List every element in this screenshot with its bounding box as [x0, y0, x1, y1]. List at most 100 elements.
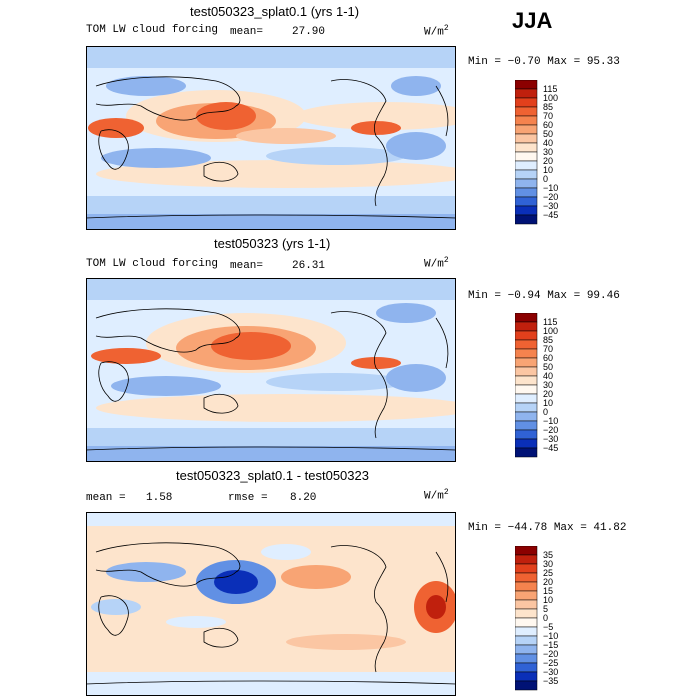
colorbar-swatch: [515, 411, 538, 422]
colorbar-tick-label: 115: [543, 317, 557, 327]
colorbar-tick-label: 115: [543, 84, 557, 94]
colorbar-tick-label: −45: [543, 443, 558, 453]
colorbar-swatch: [515, 330, 538, 341]
colorbar-swatch: [515, 214, 538, 225]
colorbar-tick-label: 30: [543, 559, 553, 569]
map-background: [86, 512, 456, 696]
colorbar-swatch: [515, 160, 538, 171]
colorbar-tick-label: −20: [543, 649, 558, 659]
colorbar-swatch: [515, 581, 538, 592]
colorbar-tick-label: 10: [543, 398, 553, 408]
colorbar-tick-label: 20: [543, 577, 553, 587]
panel-2-field-label: TOM LW cloud forcing: [86, 258, 219, 270]
panel-3-units: W/m2: [424, 488, 449, 503]
colorbar-swatch: [515, 384, 538, 395]
colorbar-swatch: [515, 590, 538, 601]
colorbar-tick-label: 30: [543, 380, 553, 390]
colorbar-swatch: [515, 563, 538, 574]
panel-2-coastlines: [86, 308, 456, 451]
colorbar-tick-label: 30: [543, 147, 553, 157]
panel-1-mean-value: 27.90: [292, 26, 326, 38]
colorbar-swatch: [515, 142, 538, 153]
colorbar-swatch: [515, 321, 538, 332]
colorbar-tick-label: 50: [543, 362, 553, 372]
colorbar-swatch: [515, 662, 538, 673]
colorbar-swatch: [515, 608, 538, 619]
colorbar-tick-label: −20: [543, 425, 558, 435]
panel-1-coastlines: [86, 76, 456, 219]
colorbar-tick-label: −20: [543, 192, 558, 202]
panel-2-title: test050323 (yrs 1-1): [214, 236, 331, 251]
colorbar-swatch: [515, 375, 538, 386]
colorbar-tick-label: −15: [543, 640, 558, 650]
panel-3-mean-value: 1.58: [146, 492, 173, 504]
colorbar-tick-label: −30: [543, 667, 558, 677]
colorbar-swatch: [515, 366, 538, 377]
colorbar-swatch: [515, 599, 538, 610]
colorbar-tick-label: −25: [543, 658, 558, 668]
colorbar-tick-label: −5: [543, 622, 553, 632]
colorbar-swatch: [515, 447, 538, 458]
colorbar-tick-label: 0: [543, 613, 548, 623]
panel-1-field-label: TOM LW cloud forcing: [86, 24, 219, 36]
colorbar-tick-label: 15: [543, 586, 553, 596]
colorbar-tick-label: 40: [543, 371, 553, 381]
colorbar-swatch: [515, 402, 538, 413]
colorbar-tick-label: −30: [543, 434, 558, 444]
colorbar-swatch: [515, 554, 538, 565]
panel-3-minmax: Min = −44.78 Max = 41.82: [468, 522, 627, 534]
colorbar-swatch: [515, 133, 538, 144]
colorbar-tick-label: 0: [543, 174, 548, 184]
colorbar-swatch: [515, 438, 538, 449]
colorbar-tick-label: 70: [543, 344, 553, 354]
colorbar-tick-label: 50: [543, 129, 553, 139]
panel-1-title: test050323_splat0.1 (yrs 1-1): [190, 4, 360, 19]
colorbar-swatch: [515, 420, 538, 431]
colorbar-swatch: [515, 88, 538, 99]
colorbar-tick-label: 5: [543, 604, 548, 614]
colorbar-swatch: [515, 393, 538, 404]
colorbar-tick-label: 70: [543, 111, 553, 121]
colorbar-tick-label: −10: [543, 631, 558, 641]
colorbar-swatch: [515, 644, 538, 655]
colorbar-swatch: [515, 653, 538, 664]
panel-2-units: W/m2: [424, 256, 449, 271]
colorbar-swatch: [515, 680, 538, 691]
colorbar-swatch: [515, 429, 538, 440]
colorbar-swatch: [515, 205, 538, 216]
colorbar-tick-label: −35: [543, 676, 558, 686]
panel-3-contours: [86, 512, 456, 696]
colorbar-tick-label: −30: [543, 201, 558, 211]
colorbar-tick-label: −10: [543, 416, 558, 426]
panel-2-mean-label: mean=: [230, 260, 264, 272]
panel-3-coastlines: [86, 542, 456, 685]
colorbar-swatch: [515, 106, 538, 117]
panel-2-contours: [86, 278, 456, 462]
panel-2-map: [86, 278, 456, 462]
colorbar-tick-label: 0: [543, 407, 548, 417]
colorbar-swatch: [515, 313, 538, 323]
panel-3-rmse-label: rmse =: [228, 492, 268, 504]
season-label: JJA: [512, 8, 553, 33]
colorbar-tick-label: −45: [543, 210, 558, 220]
colorbar-swatch: [515, 80, 538, 90]
colorbar-swatch: [515, 178, 538, 189]
panel-1-map: [86, 46, 456, 230]
colorbar-tick-label: 20: [543, 156, 553, 166]
panel-3-rmse-value: 8.20: [290, 492, 317, 504]
colorbar-swatch: [515, 115, 538, 126]
colorbar-swatch: [515, 151, 538, 162]
panel-3-title: test050323_splat0.1 - test050323: [176, 468, 369, 483]
colorbar-swatch: [515, 357, 538, 368]
colorbar-swatch: [515, 187, 538, 198]
panel-1-units: W/m2: [424, 24, 449, 39]
panel-3-mean-label: mean =: [86, 492, 126, 504]
colorbar-tick-label: −10: [543, 183, 558, 193]
panel-3-map: [86, 512, 456, 696]
colorbar-tick-label: 60: [543, 353, 553, 363]
colorbar-swatch: [515, 169, 538, 180]
colorbar-tick-label: 10: [543, 165, 553, 175]
